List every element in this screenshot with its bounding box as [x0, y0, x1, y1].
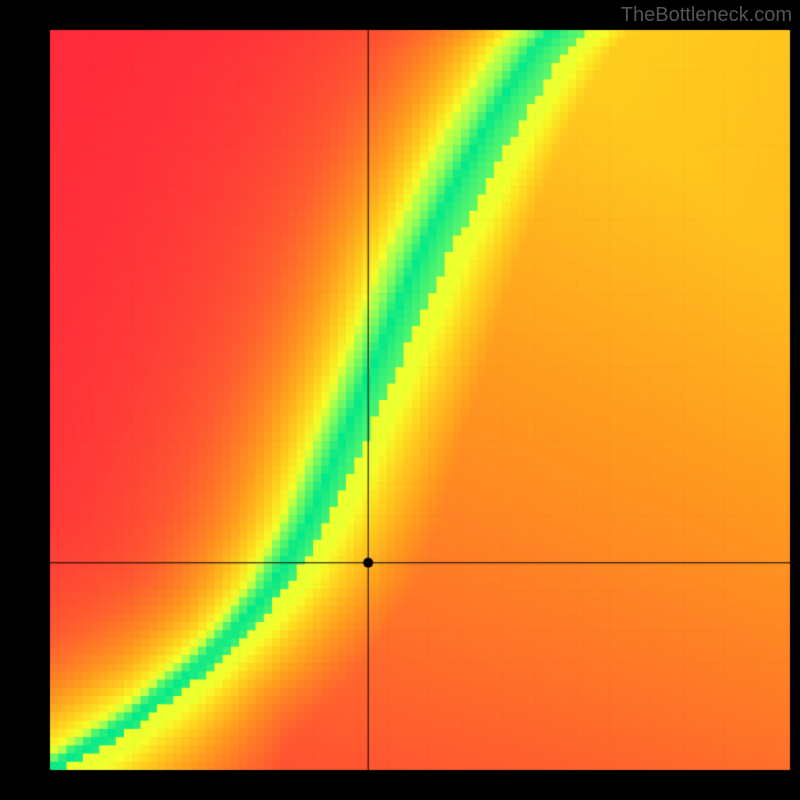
chart-stage: TheBottleneck.com: [0, 0, 800, 800]
bottleneck-heatmap: [0, 0, 800, 800]
attribution-text: TheBottleneck.com: [621, 4, 792, 27]
